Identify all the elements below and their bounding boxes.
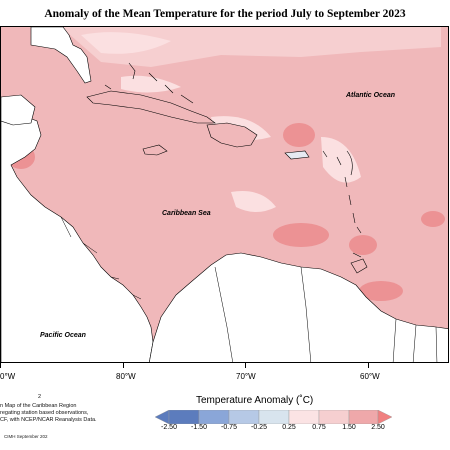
longitude-label-80w: 80°W: [116, 372, 136, 381]
longitude-tick: [368, 363, 369, 368]
legend-tick-label: -1.50: [191, 424, 207, 431]
near-normal-patch: [121, 75, 181, 93]
warm-anomaly-patch: [349, 235, 377, 255]
warm-anomaly-patch: [359, 281, 403, 301]
longitude-tick: [245, 363, 246, 368]
warm-anomaly-patch: [273, 223, 329, 247]
warm-anomaly-patch: [283, 123, 315, 147]
legend-swatch: [155, 410, 170, 424]
legend-tick-label: 2.50: [371, 424, 385, 431]
central-america-landmass: [1, 106, 154, 362]
legend-swatch: [288, 410, 320, 424]
legend-swatch: [258, 410, 290, 424]
legend-title: Temperature Anomaly (˚C): [196, 395, 314, 406]
footer-credit: CIMH September 202: [4, 434, 48, 439]
longitude-tick: [0, 363, 1, 368]
hispaniola-island: [206, 122, 258, 148]
atlantic-ocean-label: Atlantic Ocean: [346, 92, 396, 99]
longitude-label-90w: 0°W: [0, 372, 16, 381]
puerto-rico-island: [284, 150, 310, 160]
legend-swatch: [228, 410, 260, 424]
near-normal-patch: [61, 27, 441, 67]
south-america-landmass: [149, 252, 448, 362]
anomaly-map: [0, 26, 449, 363]
credit-line: CF, with NCEP/NCAR Reanalysis Data.: [0, 417, 97, 423]
legend-swatch: [198, 410, 230, 424]
legend-tick-label: 1.50: [342, 424, 356, 431]
credit-line: n Map of the Caribbean Region: [0, 403, 77, 409]
longitude-label-60w: 60°W: [360, 372, 380, 381]
longitude-tick: [123, 363, 124, 368]
trinidad-island: [350, 258, 368, 274]
yucatan-coast: [1, 94, 36, 126]
map-canvas: [1, 27, 448, 362]
legend-colorbar: [155, 410, 392, 424]
credit-line: regating station based observations,: [0, 410, 89, 416]
legend-tick-label: -2.50: [161, 424, 177, 431]
near-normal-patch: [321, 137, 361, 183]
country-borders: [60, 216, 438, 362]
legend-swatch: [318, 410, 350, 424]
near-normal-patch: [81, 32, 171, 54]
near-normal-patch: [231, 191, 276, 212]
legend-swatch: [377, 410, 392, 424]
legend-swatch: [348, 410, 379, 424]
bahamas-islands: [104, 62, 194, 104]
cuba-island: [86, 90, 216, 124]
longitude-label-70w: 70°W: [236, 372, 256, 381]
map-title: Anomaly of the Mean Temperature for the …: [44, 8, 406, 20]
credit-line: 2: [38, 394, 42, 400]
lesser-antilles: [322, 150, 362, 258]
legend-tick-label: 0.25: [282, 424, 296, 431]
warm-anomaly-patch: [421, 211, 445, 227]
legend-tick-label: -0.75: [221, 424, 237, 431]
florida-landmass: [30, 27, 92, 84]
jamaica-island: [142, 144, 168, 156]
legend-tick-label: 0.75: [312, 424, 326, 431]
caribbean-sea-label: Caribbean Sea: [162, 210, 211, 217]
legend-swatch: [168, 410, 200, 424]
legend-tick-label: -0.25: [251, 424, 267, 431]
pacific-ocean-label: Pacific Ocean: [40, 332, 86, 339]
